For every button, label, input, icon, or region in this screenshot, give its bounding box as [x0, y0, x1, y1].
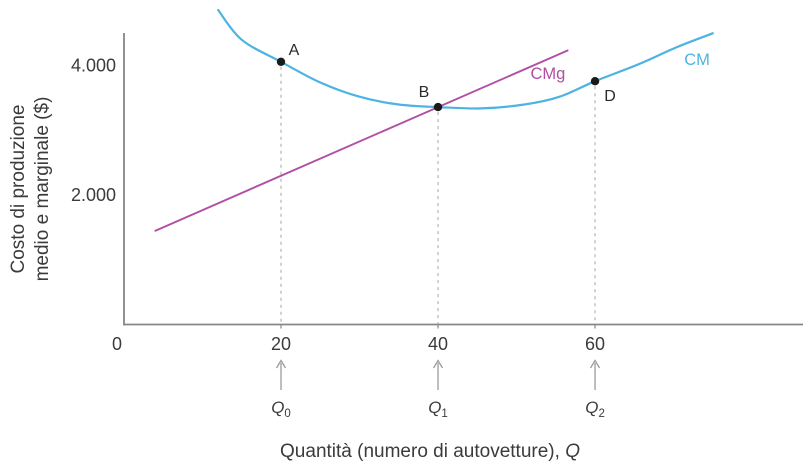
y-axis-title-line1: Costo di produzione [8, 104, 29, 274]
cm-curve [217, 8, 714, 110]
x-axis-title-main: Quantità (numero di autovetture), [280, 441, 566, 462]
x-axis-title: Quantità (numero di autovetture), Q [130, 441, 730, 463]
x-axis-title-emph: Q [565, 441, 580, 462]
point-D [590, 77, 600, 86]
point-B [433, 102, 443, 112]
cmg-curve [154, 49, 569, 232]
point-A [276, 57, 286, 66]
y-axis-title: Costo di produzione medio e marginale ($… [7, 29, 55, 349]
x-origin-label: 0 [112, 334, 122, 354]
quantity-label-Q0: Q0 [271, 398, 291, 420]
quantity-label-Q1: Q1 [428, 398, 448, 420]
y-tick-label-2000: 2.000 [71, 185, 116, 205]
point-label-A: A [289, 42, 300, 59]
x-tick-label-60: 60 [585, 334, 605, 354]
up-arrowhead-icon [275, 359, 287, 369]
quantity-label-Q2: Q2 [585, 398, 605, 420]
cmg-curve-label: CMg [531, 65, 566, 83]
y-tick-label-4000: 4.000 [71, 56, 116, 76]
y-axis-title-line2: medio e marginale ($) [32, 96, 53, 282]
x-tick-label-20: 20 [271, 334, 291, 354]
up-arrowhead-icon [589, 359, 601, 369]
point-label-D: D [604, 88, 616, 105]
up-arrowhead-icon [432, 359, 444, 369]
x-tick-label-40: 40 [428, 334, 448, 354]
cm-curve-label: CM [684, 51, 710, 69]
point-label-B: B [419, 84, 430, 101]
